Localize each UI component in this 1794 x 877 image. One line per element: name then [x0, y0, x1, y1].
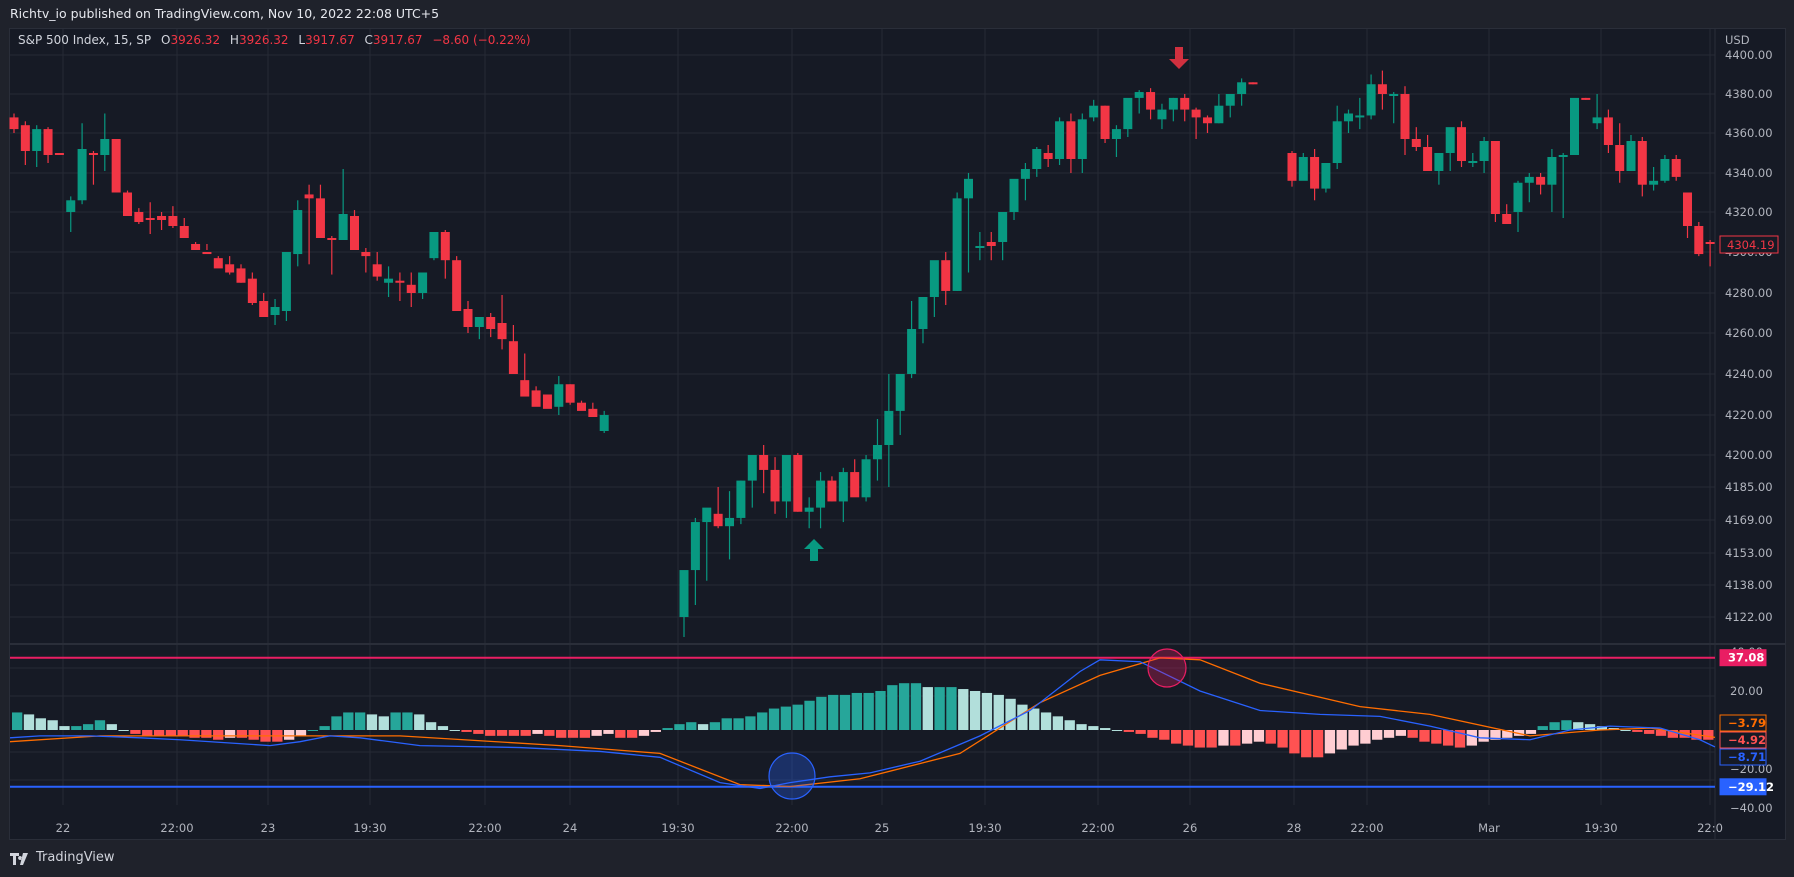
svg-text:25: 25 [875, 821, 890, 835]
signal-markers [804, 47, 1189, 561]
change-value: −8.60 (−0.22%) [432, 33, 531, 47]
svg-text:4122.00: 4122.00 [1725, 610, 1773, 624]
svg-text:4380.00: 4380.00 [1725, 87, 1773, 101]
svg-text:4340.00: 4340.00 [1725, 166, 1773, 180]
svg-text:22:00: 22:00 [160, 821, 193, 835]
candlestick-series-right [679, 70, 1715, 637]
svg-text:4220.00: 4220.00 [1725, 408, 1773, 422]
last-price-tag: 4304.19 [1727, 238, 1775, 252]
crossover-circle-high [1147, 648, 1187, 688]
close-label: C [364, 33, 373, 47]
arrow-down-icon [1169, 47, 1189, 69]
svg-text:4400.00: 4400.00 [1725, 48, 1773, 62]
svg-text:23: 23 [261, 821, 276, 835]
low-value: 3917.67 [305, 33, 355, 47]
svg-text:22:00: 22:00 [468, 821, 501, 835]
open-value: 3926.32 [170, 33, 221, 47]
svg-text:−3.79: −3.79 [1728, 716, 1766, 730]
svg-text:22: 22 [56, 821, 71, 835]
svg-text:4200.00: 4200.00 [1725, 448, 1773, 462]
svg-text:4320.00: 4320.00 [1725, 205, 1773, 219]
svg-text:19:30: 19:30 [661, 821, 694, 835]
svg-text:4138.00: 4138.00 [1725, 578, 1773, 592]
currency-label: USD [1725, 33, 1750, 47]
svg-text:22:00: 22:00 [775, 821, 808, 835]
open-label: O [161, 33, 171, 47]
svg-text:19:30: 19:30 [968, 821, 1001, 835]
grid-lines [10, 29, 1786, 840]
footer-brand[interactable]: TradingView [10, 850, 115, 865]
svg-text:4185.00: 4185.00 [1725, 480, 1773, 494]
svg-text:Mar: Mar [1478, 821, 1500, 835]
svg-text:4360.00: 4360.00 [1725, 126, 1773, 140]
low-label: L [298, 33, 306, 47]
tradingview-logo-icon [10, 852, 28, 865]
svg-text:26: 26 [1183, 821, 1198, 835]
close-value: 3917.67 [372, 33, 423, 47]
candlestick-series [9, 113, 609, 433]
svg-text:−29.12: −29.12 [1728, 780, 1774, 794]
svg-text:4153.00: 4153.00 [1725, 546, 1773, 560]
svg-text:4280.00: 4280.00 [1725, 286, 1773, 300]
high-value: 3926.32 [238, 33, 289, 47]
svg-text:22:00: 22:00 [1081, 821, 1114, 835]
svg-text:4169.00: 4169.00 [1725, 513, 1773, 527]
crossover-circle-low [768, 752, 816, 800]
svg-text:4260.00: 4260.00 [1725, 326, 1773, 340]
svg-text:22:0: 22:0 [1697, 821, 1723, 835]
svg-text:24: 24 [563, 821, 578, 835]
svg-text:4240.00: 4240.00 [1725, 367, 1773, 381]
symbol-legend: S&P 500 Index, 15, SP O3926.32 H3926.32 … [18, 33, 531, 47]
svg-text:−4.92: −4.92 [1728, 733, 1766, 747]
chart-frame[interactable] [9, 28, 1786, 840]
oscillator-pane [9, 648, 1716, 800]
symbol-name: S&P 500 Index, 15, SP [18, 33, 152, 47]
svg-text:22:00: 22:00 [1350, 821, 1383, 835]
arrow-up-icon [804, 539, 824, 561]
svg-text:−40.00: −40.00 [1730, 801, 1773, 815]
svg-text:19:30: 19:30 [1584, 821, 1617, 835]
svg-text:20.00: 20.00 [1730, 684, 1763, 698]
svg-text:19:30: 19:30 [353, 821, 386, 835]
brand-name: TradingView [36, 850, 115, 865]
svg-text:28: 28 [1287, 821, 1302, 835]
svg-text:37.08: 37.08 [1728, 651, 1764, 665]
high-label: H [229, 33, 239, 47]
publisher-line: Richtv_io published on TradingView.com, … [10, 6, 440, 21]
svg-text:−8.71: −8.71 [1728, 750, 1766, 764]
